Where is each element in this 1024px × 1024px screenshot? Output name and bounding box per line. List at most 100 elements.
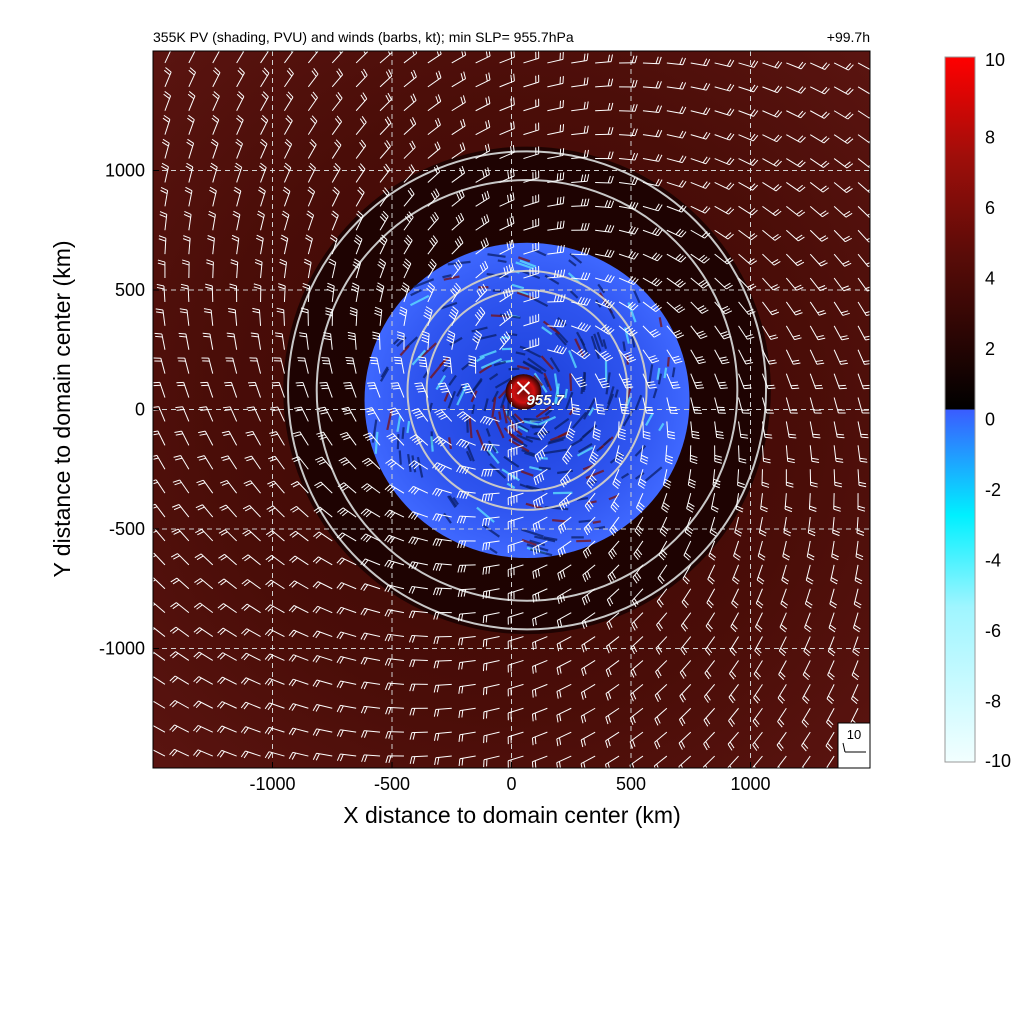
- wind-barb-feather: [462, 491, 467, 499]
- wind-barb-feather: [729, 673, 735, 680]
- pv-streak: [489, 373, 499, 381]
- wind-barb-feather: [679, 282, 686, 288]
- wind-barb-feather: [586, 503, 592, 510]
- wind-barb-feather: [437, 489, 443, 497]
- wind-barb-feather: [512, 121, 515, 129]
- wind-barb-feather: [531, 737, 534, 746]
- wind-barb-feather: [212, 69, 219, 76]
- wind-barb-feather: [538, 498, 541, 506]
- wind-barb: [459, 564, 476, 566]
- wind-barb-feather: [818, 285, 826, 289]
- wind-barb-feather: [323, 338, 332, 341]
- wind-barb-feather: [384, 559, 390, 567]
- wind-barb-feather: [315, 456, 323, 461]
- wind-barb-feather: [153, 479, 157, 482]
- wind-barb-feather: [658, 56, 662, 64]
- wind-barb-feather: [605, 327, 612, 334]
- wind-barb-feather: [540, 496, 544, 504]
- wind-barb-feather: [434, 211, 439, 219]
- wind-barb-feather: [752, 184, 759, 191]
- wind-barb-feather: [411, 537, 416, 545]
- wind-barb-feather: [581, 351, 588, 358]
- wind-barb-feather: [628, 329, 636, 335]
- wind-barb-feather: [729, 741, 735, 749]
- wind-barb-feather: [777, 721, 783, 728]
- wind-barb-feather: [854, 624, 861, 630]
- wind-barb-feather: [384, 682, 389, 691]
- wind-barb-feather: [562, 148, 565, 156]
- wind-barb-feather: [291, 581, 298, 588]
- wind-barb-feather: [731, 623, 738, 630]
- wind-barb-feather: [384, 658, 389, 666]
- wind-barb-feather: [681, 717, 686, 725]
- wind-barb-feather: [629, 765, 632, 768]
- wind-barb-feather: [294, 406, 302, 409]
- wind-barb-feather: [433, 709, 437, 717]
- wind-barb-feather: [219, 726, 226, 734]
- wind-barb-feather: [186, 141, 193, 147]
- wind-barb-feather: [729, 109, 735, 116]
- wind-barb-feather: [153, 554, 157, 558]
- wind-barb-feather: [486, 444, 491, 452]
- wind-barb-feather: [402, 282, 410, 288]
- wind-barb-feather: [655, 105, 660, 113]
- pv-streak: [468, 415, 473, 439]
- pv-streak: [447, 260, 471, 266]
- wind-barb-feather: [455, 261, 461, 269]
- wind-barb-feather: [396, 334, 405, 338]
- wind-barb-feather: [610, 151, 614, 159]
- pv-streak: [461, 359, 475, 371]
- pv-streak: [485, 428, 491, 437]
- wind-barb-feather: [821, 111, 828, 118]
- wind-barb-feather: [323, 332, 331, 335]
- pv-streak: [568, 259, 577, 267]
- wind-barb-feather: [430, 237, 437, 245]
- wind-barb-feather: [182, 238, 191, 242]
- wind-barb-feather: [824, 63, 830, 70]
- pv-streak: [602, 339, 608, 350]
- wind-barb-feather: [458, 710, 461, 718]
- wind-barb-feather: [739, 460, 747, 464]
- wind-barb-feather: [501, 314, 506, 322]
- pv-streak: [514, 421, 530, 432]
- wind-barb-feather: [339, 729, 344, 737]
- wind-barb-feather: [846, 163, 854, 169]
- wind-barb-feather: [169, 675, 176, 682]
- high-pv-core: [505, 374, 542, 410]
- wind-barb-feather: [823, 112, 830, 119]
- wind-barb-feather: [341, 510, 349, 517]
- range-ring: [315, 179, 739, 602]
- wind-barb-feather: [366, 409, 374, 413]
- wind-barb-feather: [612, 483, 619, 489]
- wind-barb-feather: [770, 336, 779, 340]
- wind-barb-feather: [654, 695, 659, 702]
- wind-barb-feather: [461, 686, 464, 694]
- pv-streak: [407, 453, 412, 473]
- wind-barb-feather: [658, 179, 663, 187]
- wind-barb-feather: [541, 472, 545, 481]
- wind-barb-feather: [412, 659, 416, 668]
- wind-barb-feather: [312, 91, 318, 98]
- wind-barb-feather: [856, 532, 864, 536]
- wind-barb-feather: [847, 138, 854, 144]
- wind-barb-feather: [780, 647, 787, 654]
- wind-barb-feather: [678, 155, 684, 163]
- wind-barb-feather: [604, 249, 609, 257]
- wind-barb-feather: [805, 603, 812, 609]
- pv-streak: [521, 528, 544, 538]
- wind-barb-feather: [592, 451, 599, 457]
- wind-barb-feather: [482, 567, 485, 575]
- wind-barb-feather: [585, 325, 591, 332]
- wind-barb-feather: [439, 385, 447, 388]
- wind-barb-feather: [206, 259, 214, 263]
- wind-barb-feather: [723, 308, 731, 313]
- wind-barb-feather: [631, 104, 635, 112]
- wind-barb-feather: [490, 469, 494, 477]
- wind-barb-feather: [507, 171, 510, 179]
- wind-barb-feather: [154, 332, 162, 335]
- wind-barb-feather: [503, 333, 509, 341]
- wind-barb-feather: [750, 109, 756, 116]
- wind-barb-feather: [628, 358, 637, 363]
- wind-barb-feather: [834, 484, 843, 488]
- wind-barb-feather: [384, 609, 389, 617]
